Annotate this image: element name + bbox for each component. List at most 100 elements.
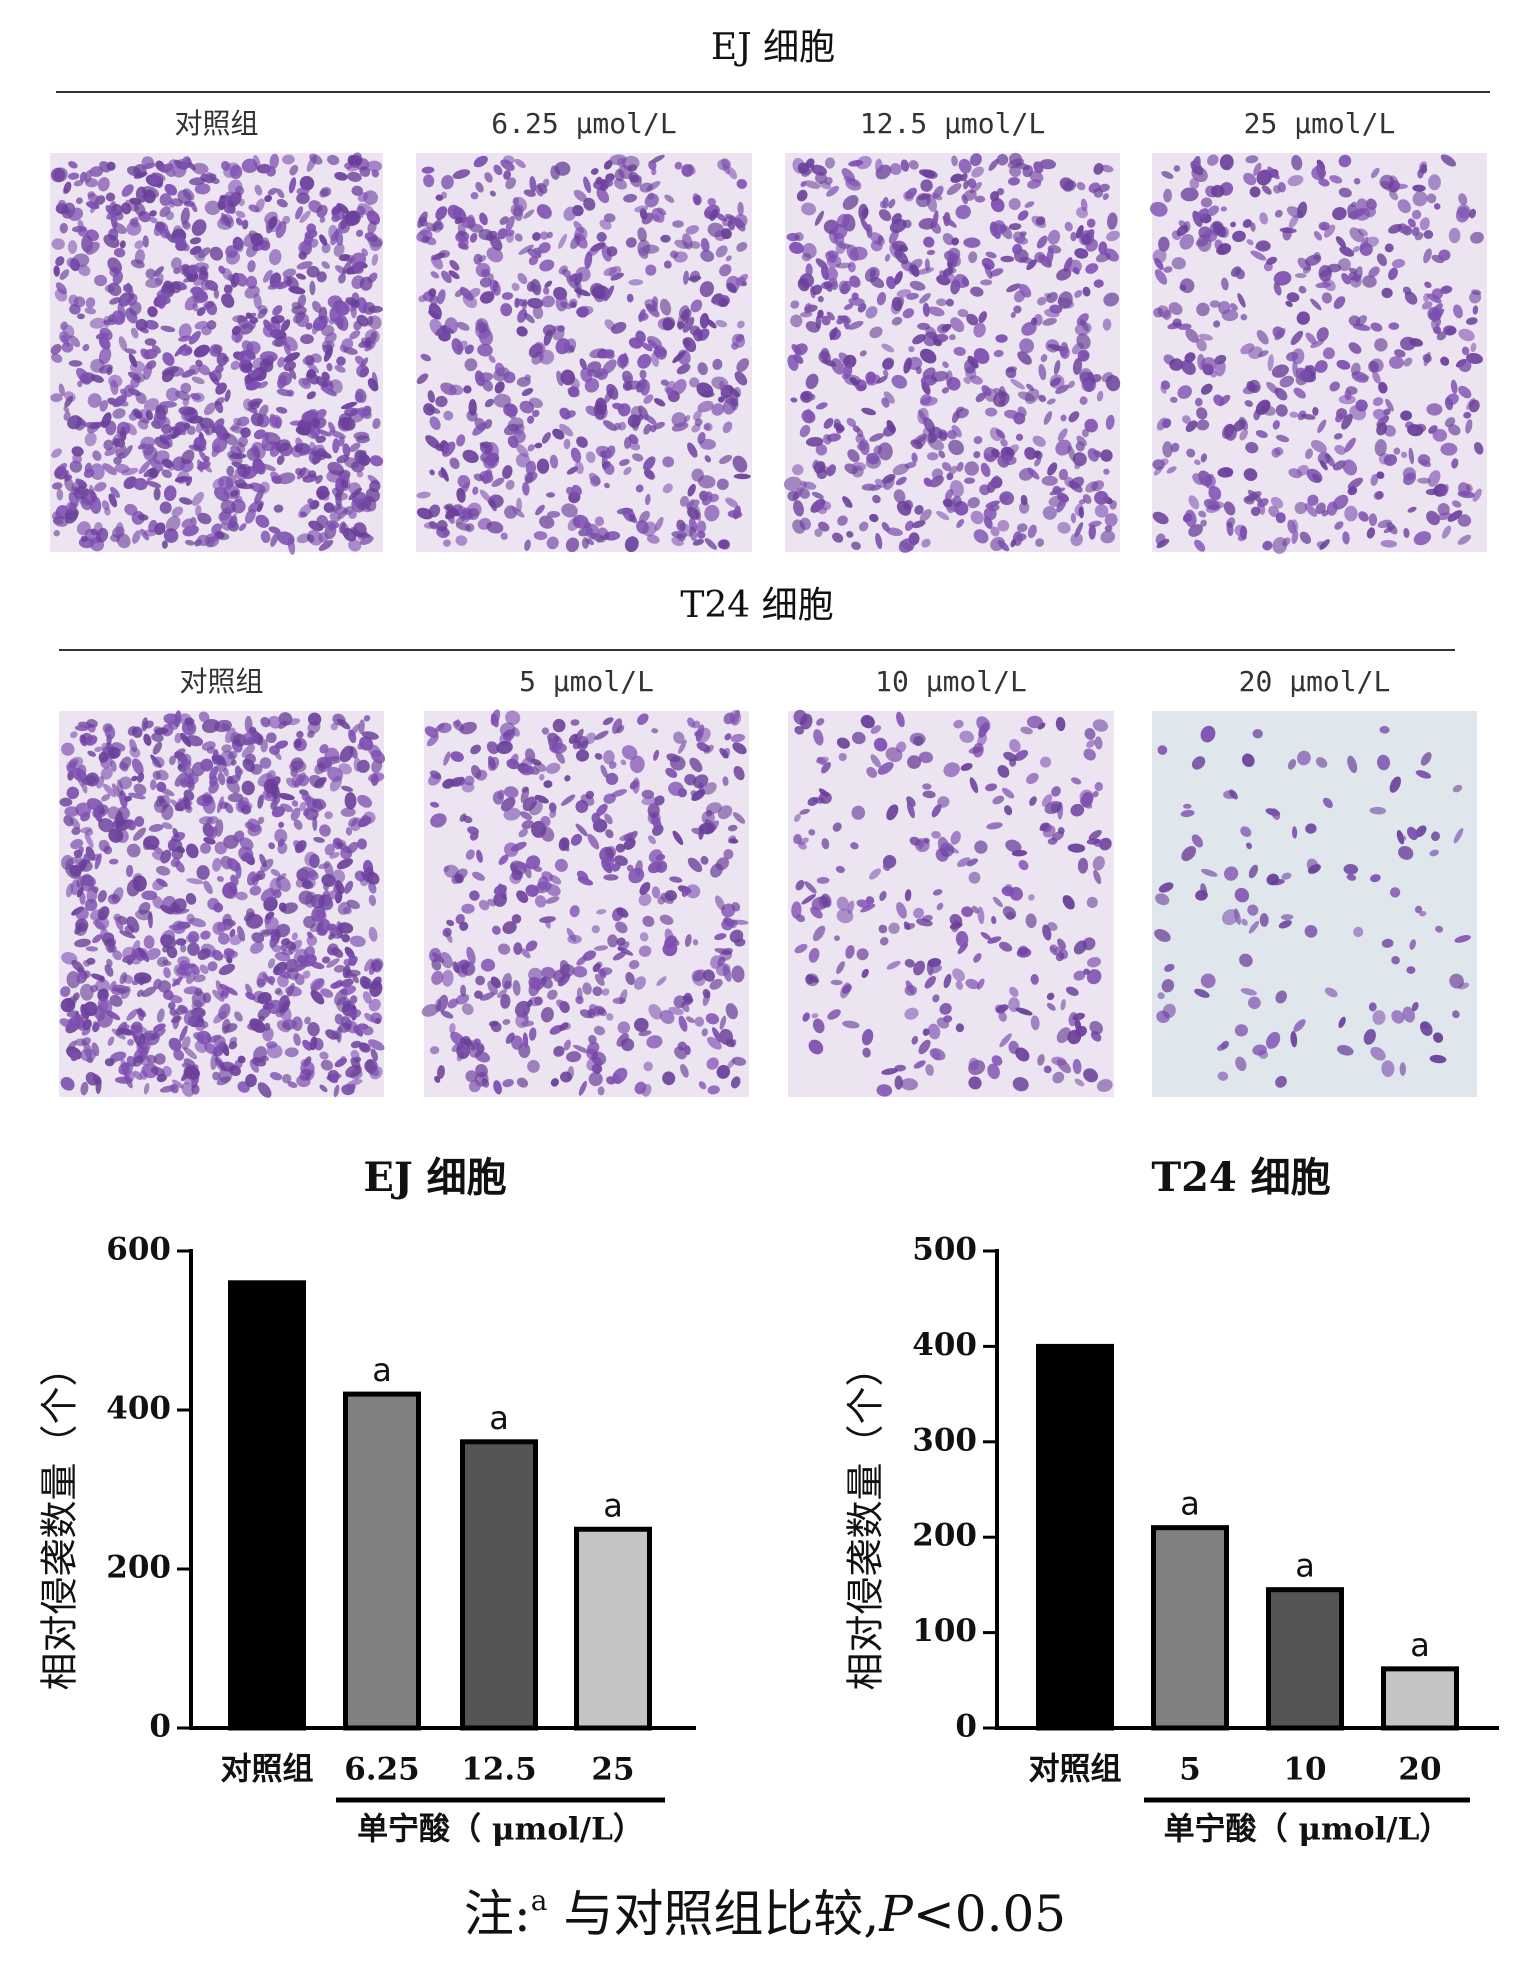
cell <box>115 522 124 536</box>
cell <box>283 352 300 363</box>
cell <box>85 177 99 188</box>
cell <box>103 439 114 451</box>
cell <box>276 455 285 465</box>
cell <box>214 400 224 414</box>
cell <box>183 274 198 283</box>
cell <box>68 172 80 180</box>
cell <box>141 890 158 901</box>
cell <box>189 177 206 186</box>
cell <box>312 300 322 313</box>
cell <box>130 259 145 269</box>
cell <box>197 512 212 525</box>
cell <box>133 171 148 179</box>
cell <box>145 409 154 421</box>
cell <box>310 423 321 439</box>
cell <box>162 352 175 366</box>
cell <box>340 479 349 489</box>
cell <box>443 539 451 547</box>
cell <box>357 407 372 419</box>
cell <box>128 353 138 368</box>
cell <box>190 516 197 527</box>
cell <box>123 384 135 398</box>
cell <box>116 533 131 549</box>
cell <box>161 540 168 549</box>
cell <box>181 243 190 252</box>
cell <box>112 394 127 408</box>
cell <box>1423 230 1434 239</box>
cell <box>60 321 68 331</box>
cell <box>698 822 715 835</box>
cell <box>113 247 126 258</box>
cell <box>216 352 228 366</box>
cell <box>356 229 364 238</box>
cell <box>277 472 296 485</box>
cell <box>348 539 362 552</box>
cell <box>302 474 318 483</box>
cell <box>107 282 122 297</box>
cell <box>146 480 162 488</box>
cell <box>178 406 196 416</box>
cell <box>306 223 317 234</box>
cell <box>300 334 314 345</box>
cell <box>367 235 384 248</box>
cell <box>90 358 105 373</box>
cell <box>69 304 81 315</box>
cell <box>161 458 174 468</box>
cell <box>106 161 116 171</box>
cell <box>149 217 158 224</box>
micrograph-bg <box>1152 711 1477 1097</box>
cell <box>140 528 150 541</box>
cell <box>295 206 304 220</box>
cell <box>170 257 182 270</box>
sig-label: a <box>1180 1485 1200 1523</box>
y-tick-label: 500 <box>912 1232 977 1268</box>
cell <box>305 354 315 366</box>
cell <box>334 492 348 501</box>
cell <box>206 320 217 330</box>
cell <box>101 412 112 428</box>
y-tick-label: 300 <box>912 1422 977 1458</box>
cell <box>195 359 203 367</box>
cell <box>342 258 353 274</box>
cell <box>894 1075 903 1090</box>
cell <box>321 371 330 381</box>
cell <box>274 336 287 348</box>
cell <box>57 199 66 208</box>
cell <box>68 161 78 169</box>
bar <box>1036 1343 1114 1731</box>
cell <box>221 212 232 228</box>
cell <box>153 412 167 425</box>
cell <box>84 432 97 447</box>
chart-title: EJ 细胞 <box>363 1154 506 1201</box>
cell <box>245 244 258 258</box>
cell <box>104 507 111 516</box>
cell <box>164 183 178 196</box>
cell <box>262 323 277 338</box>
micrograph <box>788 709 1114 1097</box>
cell <box>296 533 311 544</box>
cell <box>73 179 84 187</box>
cell <box>316 485 329 499</box>
x-tick-label: 25 <box>591 1752 634 1788</box>
cell <box>246 275 258 289</box>
cell <box>1399 1062 1406 1076</box>
cell <box>357 203 375 216</box>
cell <box>64 470 70 483</box>
cell <box>329 511 342 522</box>
cell <box>98 347 112 365</box>
cell <box>107 257 123 274</box>
cell <box>311 417 320 428</box>
cell <box>282 268 297 278</box>
cell <box>354 449 368 465</box>
cell <box>183 222 191 230</box>
cell <box>177 189 192 204</box>
panel-label: 10 μmol/L <box>875 665 1027 698</box>
cell <box>334 365 346 373</box>
cell <box>269 413 278 428</box>
cell <box>110 486 120 498</box>
cell <box>104 446 119 456</box>
cell <box>53 515 69 527</box>
cell <box>241 340 254 354</box>
panel-title: EJ 细胞 <box>711 27 835 68</box>
